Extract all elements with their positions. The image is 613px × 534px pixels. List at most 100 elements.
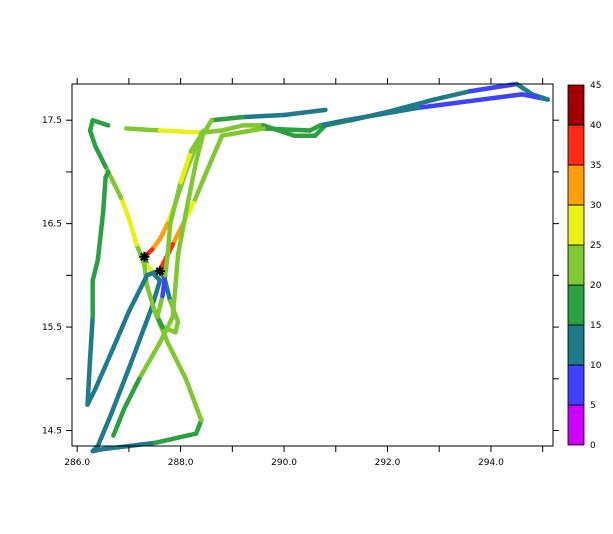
- track-segment: [160, 324, 178, 335]
- track-segment: [95, 211, 106, 263]
- track-segment: [160, 273, 168, 299]
- track-lines: [85, 81, 551, 454]
- track-segment: [193, 417, 204, 436]
- x-tick-label: 286.0: [64, 458, 90, 468]
- y-tick-label: 14.5: [42, 426, 62, 436]
- colorbar-swatch: [567, 244, 585, 286]
- track-segment: [136, 340, 163, 382]
- track-segment: [111, 180, 124, 201]
- star-stroke: [140, 252, 149, 261]
- x-tick-label: 292.0: [375, 458, 401, 468]
- track-segment: [514, 81, 535, 97]
- track-segment: [103, 164, 116, 185]
- star-marker-0: [139, 251, 150, 262]
- colorbar-label: 0: [590, 441, 596, 451]
- track-segment: [103, 169, 111, 180]
- track-segment: [100, 174, 108, 216]
- track-segment: [165, 221, 173, 257]
- track-segment: [111, 407, 126, 438]
- track-segment: [493, 81, 520, 90]
- star-marker-1: [154, 266, 165, 277]
- track-segment: [118, 195, 132, 221]
- track-segment: [183, 159, 199, 216]
- colorbar-swatch: [567, 364, 585, 406]
- track-segment: [121, 376, 142, 413]
- track-segment: [173, 252, 181, 288]
- colorbar-swatch: [567, 124, 585, 166]
- y-tick-label: 16.5: [42, 220, 62, 230]
- track-segment: [204, 133, 225, 175]
- track-segment: [431, 88, 473, 102]
- colorbar-label: 5: [590, 401, 596, 411]
- track-segment: [90, 117, 111, 128]
- track-segment: [87, 128, 98, 149]
- track-segment: [178, 148, 194, 185]
- position-markers: [139, 251, 165, 277]
- track-segment: [162, 252, 170, 278]
- track-segment: [126, 324, 147, 371]
- colorbar-swatch: [567, 204, 585, 246]
- colorbar-label: 45: [590, 81, 601, 91]
- track-segment: [175, 211, 189, 257]
- x-tick-label: 290.0: [271, 458, 297, 468]
- track-series-6: [85, 267, 163, 407]
- track-segment: [193, 128, 207, 164]
- track-segment: [93, 143, 108, 169]
- track-segment: [312, 123, 328, 138]
- track-segment: [126, 216, 139, 247]
- track-segment: [165, 340, 189, 382]
- track-series-4: [111, 128, 207, 438]
- track-segment: [126, 273, 150, 314]
- track-segment: [416, 92, 525, 111]
- colorbar-label: 20: [590, 281, 602, 291]
- track-segment: [157, 128, 204, 135]
- track-series-2: [124, 81, 551, 138]
- y-tick-label: 15.5: [42, 323, 62, 333]
- track-segment: [157, 221, 170, 242]
- x-axis: 286.0 288.0 290.0 292.0 294.0: [64, 78, 544, 468]
- x-tick-label: 294.0: [478, 458, 504, 468]
- track-segment: [155, 293, 165, 319]
- track-segment: [142, 304, 155, 330]
- track-segment: [152, 431, 199, 446]
- track-segment: [318, 117, 349, 128]
- colorbar-label: 35: [590, 161, 601, 171]
- track-segment: [111, 309, 132, 350]
- track-segment: [144, 283, 158, 314]
- colorbar-label: 15: [590, 321, 601, 331]
- y-tick-label: 17.5: [42, 116, 62, 126]
- colorbar: 0 5 10 15 20 25 30 35 40 45: [567, 81, 602, 451]
- track-segment: [95, 412, 114, 449]
- track-series-1: [87, 117, 204, 454]
- track-segment: [87, 314, 95, 361]
- star-stroke: [155, 266, 165, 276]
- colorbar-label: 10: [590, 361, 602, 371]
- track-segment: [219, 126, 266, 138]
- track-segment: [168, 180, 183, 226]
- colorbar-label: 25: [590, 241, 601, 251]
- colorbar-swatch: [567, 284, 585, 326]
- track-segment: [170, 283, 178, 319]
- track-segment: [108, 366, 132, 418]
- track-segment: [219, 123, 245, 133]
- track-segment: [85, 386, 98, 407]
- colorbar-swatch: [567, 324, 585, 366]
- colorbar-swatch: [567, 164, 585, 206]
- track-segment: [281, 107, 328, 118]
- colorbar-label: 30: [590, 201, 602, 211]
- track-segment: [191, 169, 209, 206]
- track-segment: [519, 92, 540, 100]
- track-segment: [85, 355, 93, 407]
- track-segment: [261, 126, 313, 133]
- track-segment: [183, 376, 204, 423]
- track-segment: [157, 314, 176, 345]
- track-segment: [124, 126, 163, 133]
- track-segment: [467, 84, 499, 94]
- track-segment: [93, 345, 116, 392]
- track-segment: [240, 112, 287, 120]
- track-segment: [134, 242, 147, 268]
- colorbar-swatch: [567, 404, 585, 446]
- track-segment: [343, 105, 421, 123]
